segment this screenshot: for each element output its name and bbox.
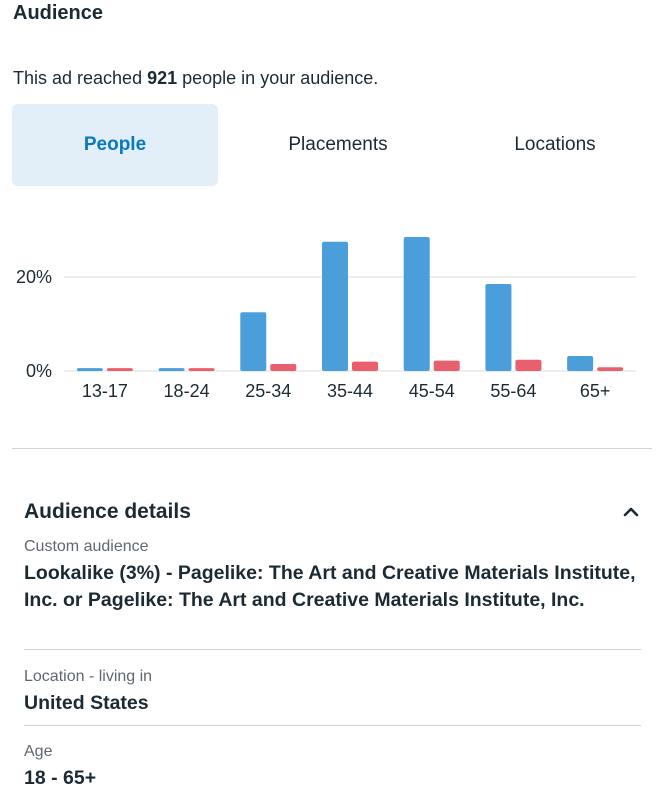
x-tick-label: 55-64: [490, 381, 536, 401]
reach-prefix: This ad reached: [13, 68, 148, 88]
section-divider: [12, 448, 652, 449]
detail-label: Location - living in: [24, 668, 153, 685]
x-tick-label: 35-44: [327, 381, 373, 401]
detail-value: United States: [24, 692, 149, 714]
y-tick-label: 20%: [16, 267, 52, 287]
bar: [567, 355, 594, 371]
tab-placements[interactable]: Placements: [288, 134, 388, 155]
x-tick-label: 65+: [580, 381, 611, 401]
row-divider: [24, 725, 641, 726]
bar: [597, 367, 624, 371]
audience-details-header[interactable]: Audience details: [24, 500, 641, 524]
detail-value: Lookalike (3%) - Pagelike: The Art and C…: [24, 562, 636, 611]
bar: [240, 312, 267, 371]
age-bar-chart: 0% 20% 13-17 18-24 25-34 35-44 45-54 55-64 65+: [16, 237, 636, 401]
detail-label: Custom audience: [24, 538, 149, 555]
detail-age: Age 18 - 65+: [24, 743, 641, 792]
detail-custom-audience: Custom audience Lookalike (3%) - Pagelik…: [24, 538, 641, 614]
bar: [270, 363, 297, 371]
row-divider: [24, 649, 641, 650]
x-tick-label: 13-17: [82, 381, 128, 401]
bar: [106, 368, 133, 371]
detail-location: Location - living in United States: [24, 668, 641, 717]
bar: [76, 368, 103, 371]
x-tick-label: 45-54: [409, 381, 455, 401]
bar: [188, 368, 215, 371]
bar: [352, 361, 378, 371]
x-tick-label: 18-24: [164, 381, 210, 401]
bar: [433, 360, 460, 371]
x-tick-label: 25-34: [245, 381, 291, 401]
bar: [158, 368, 185, 371]
bar: [485, 284, 512, 371]
breakdown-tabs: People Placements Locations: [12, 104, 652, 186]
bar: [515, 359, 542, 371]
bar: [322, 241, 348, 371]
bar: [403, 237, 430, 371]
reach-summary: This ad reached 921 people in your audie…: [13, 68, 378, 89]
tab-locations[interactable]: Locations: [514, 134, 596, 155]
detail-value: 18 - 65+: [24, 767, 97, 789]
y-tick-label: 0%: [26, 361, 52, 381]
chevron-up-icon[interactable]: [621, 502, 641, 522]
reach-suffix: people in your audience.: [177, 68, 379, 88]
audience-details-title: Audience details: [24, 500, 191, 523]
reach-count: 921: [147, 68, 178, 88]
tab-people[interactable]: People: [12, 104, 218, 186]
audience-title: Audience: [13, 2, 104, 24]
detail-label: Age: [24, 743, 53, 760]
